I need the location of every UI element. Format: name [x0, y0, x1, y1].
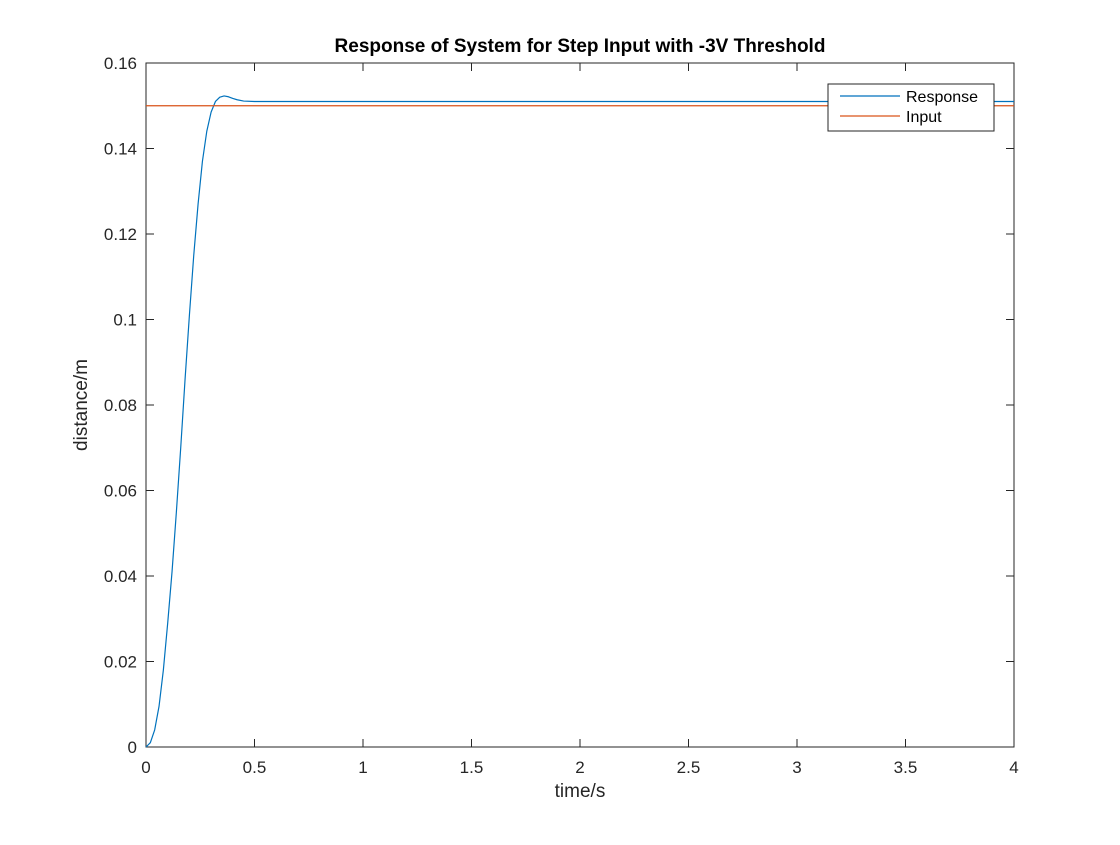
x-tick-label: 0: [141, 758, 150, 777]
x-tick-label: 0.5: [243, 758, 267, 777]
legend-label-input: Input: [906, 109, 942, 126]
legend-label-response: Response: [906, 89, 978, 106]
x-tick-label: 2.5: [677, 758, 701, 777]
plot-area: 0 0.5 1 1.5 2 2.5 3 3.5 4 0 0.02 0.04 0.06 0.08 0.1 0.1…: [104, 54, 1019, 777]
y-tick-label: 0.14: [104, 140, 137, 159]
x-tick-label: 3.5: [894, 758, 918, 777]
y-tick-label: 0.02: [104, 653, 137, 672]
y-tick-label: 0.08: [104, 396, 137, 415]
x-axis-label: time/s: [555, 781, 606, 802]
chart-title: Response of System for Step Input with -…: [335, 36, 826, 57]
y-tick-label: 0.06: [104, 482, 137, 501]
x-tick-label: 2: [575, 758, 584, 777]
y-tick-label: 0.04: [104, 567, 137, 586]
x-tick-label: 3: [792, 758, 801, 777]
legend-box: [827, 83, 995, 132]
x-tick-label: 1: [358, 758, 367, 777]
y-tick-label: 0: [128, 738, 137, 757]
y-tick-label: 0.16: [104, 54, 137, 73]
x-tick-label: 1.5: [460, 758, 484, 777]
axes-box: [145, 62, 1015, 748]
y-tick-label: 0.1: [113, 311, 137, 330]
series-line-response: [145, 95, 1014, 748]
y-axis-label: distance/m: [71, 359, 92, 451]
y-tick-label: 0.12: [104, 225, 137, 244]
x-tick-label: 4: [1009, 758, 1018, 777]
